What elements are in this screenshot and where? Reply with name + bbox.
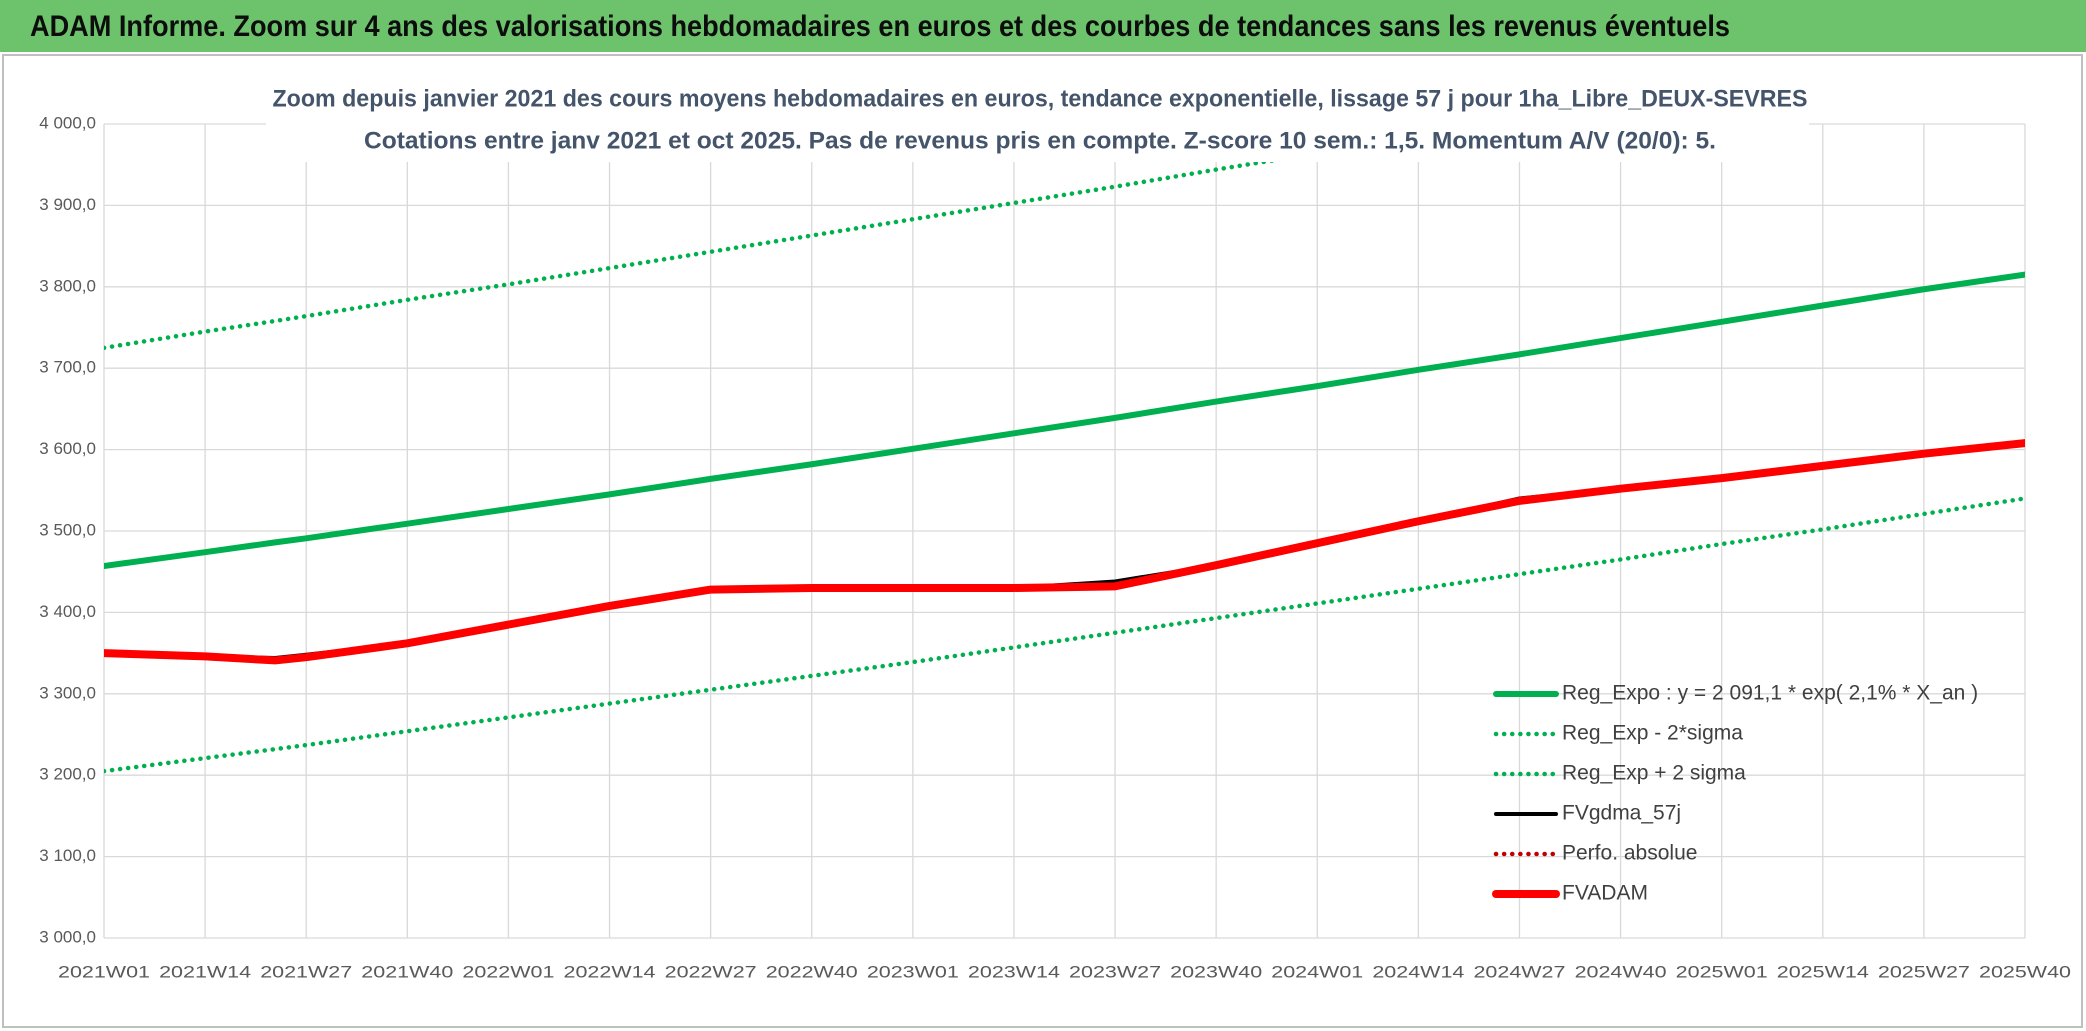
chart-subtitle: Cotations entre janv 2021 et oct 2025. P… xyxy=(364,127,1716,154)
x-tick-label: 2025W01 xyxy=(1676,962,1768,981)
x-tick-label: 2022W40 xyxy=(766,962,858,981)
x-tick-label: 2021W27 xyxy=(260,962,352,981)
x-tick-label: 2023W40 xyxy=(1170,962,1262,981)
legend-label: Reg_Exp + 2 sigma xyxy=(1562,762,1746,785)
y-tick-label: 4 000,0 xyxy=(39,113,96,132)
series-line xyxy=(104,271,2025,569)
legend-label: Perfo. absolue xyxy=(1562,842,1697,865)
y-tick-label: 3 200,0 xyxy=(39,765,96,784)
y-tick-label: 3 800,0 xyxy=(39,276,96,295)
series-line xyxy=(104,124,1505,351)
x-tick-label: 2022W01 xyxy=(462,962,554,981)
y-tick-label: 3 600,0 xyxy=(39,439,96,458)
chart-title: Zoom depuis janvier 2021 des cours moyen… xyxy=(273,85,1808,112)
y-tick-label: 3 400,0 xyxy=(39,602,96,621)
x-tick-label: 2024W40 xyxy=(1575,962,1667,981)
y-tick-label: 3 900,0 xyxy=(39,195,96,214)
x-tick-label: 2022W14 xyxy=(564,962,656,981)
legend-label: Reg_Exp - 2*sigma xyxy=(1562,722,1743,745)
x-tick-label: 2023W27 xyxy=(1069,962,1161,981)
x-tick-label: 2025W40 xyxy=(1979,962,2071,981)
x-tick-label: 2024W27 xyxy=(1473,962,1565,981)
chart-border xyxy=(2,54,2083,1028)
y-tick-label: 3 700,0 xyxy=(39,358,96,377)
legend-label: FVgdma_57j xyxy=(1562,802,1681,825)
y-tick-label: 3 100,0 xyxy=(39,846,96,865)
legend-label: FVADAM xyxy=(1562,882,1648,905)
x-tick-label: 2023W14 xyxy=(968,962,1060,981)
x-tick-label: 2024W01 xyxy=(1271,962,1363,981)
header-title: ADAM Informe. Zoom sur 4 ans des valoris… xyxy=(30,10,1730,43)
x-tick-label: 2025W14 xyxy=(1777,962,1869,981)
x-tick-label: 2021W14 xyxy=(159,962,251,981)
y-tick-label: 3 500,0 xyxy=(39,520,96,539)
x-tick-label: 2022W27 xyxy=(665,962,757,981)
title-box xyxy=(266,76,1809,162)
legend-label: Reg_Expo : y = 2 091,1 * exp( 2,1% * X_a… xyxy=(1562,682,1978,705)
header-band xyxy=(0,0,2086,52)
x-tick-label: 2021W40 xyxy=(361,962,453,981)
x-tick-label: 2025W27 xyxy=(1878,962,1970,981)
x-tick-label: 2023W01 xyxy=(867,962,959,981)
x-tick-label: 2024W14 xyxy=(1372,962,1464,981)
y-tick-label: 3 300,0 xyxy=(39,683,96,702)
x-tick-label: 2021W01 xyxy=(58,962,150,981)
series-line xyxy=(104,439,2025,665)
y-tick-label: 3 000,0 xyxy=(39,927,96,946)
